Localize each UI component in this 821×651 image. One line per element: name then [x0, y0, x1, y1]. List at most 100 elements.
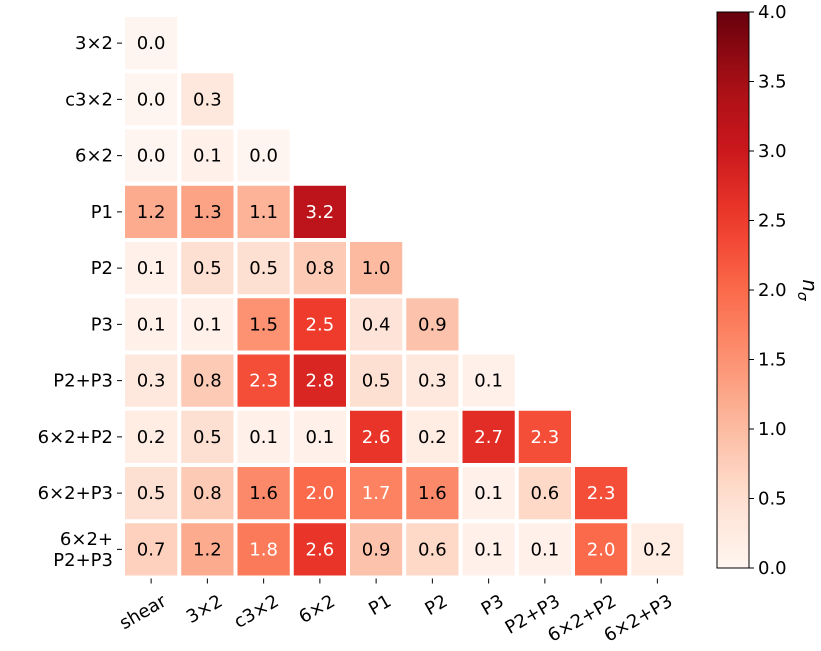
cell-value-label: 0.2 — [643, 539, 672, 560]
colorbar-gradient — [716, 11, 750, 569]
cell-value-label: 0.0 — [249, 146, 278, 167]
cell-value-label: 2.0 — [306, 483, 335, 504]
colorbar-tick-label: 0.5 — [758, 489, 787, 510]
cell-value-label: 0.2 — [418, 427, 447, 448]
row-labels: 3×2 c3×2 6×2 P1 P2 P3 P2+P3 6×2+P2 6×2+P3 6×2+ P2+… — [38, 33, 122, 571]
colorbar-tick-label: 1.0 — [758, 419, 787, 440]
heatmap-cell-3-0 — [125, 185, 178, 238]
cell-value-label: 0.1 — [249, 427, 278, 448]
col-label: c3×2 — [231, 591, 283, 633]
cell-value-label: 0.3 — [137, 371, 166, 392]
colorbar: 0.0 0.5 1.0 1.5 2.0 2.5 3.0 3.5 4.0 nσ — [716, 2, 821, 579]
heatmap-cell-6-0 — [125, 354, 178, 407]
cell-value-label: 3.2 — [306, 202, 335, 223]
colorbar-tick-label: 3.0 — [758, 141, 787, 162]
cell-value-label: 0.7 — [137, 539, 166, 560]
cell-value-label: 1.7 — [362, 483, 391, 504]
cell-value-label: 1.8 — [249, 539, 278, 560]
cell-value-label: 0.0 — [137, 89, 166, 110]
heatmap-cell-5-3 — [293, 298, 346, 351]
heatmap-cell-1-0 — [125, 73, 178, 126]
col-label: 3×2 — [183, 591, 226, 628]
colorbar-label: nσ — [794, 279, 821, 302]
heatmap-cell-5-2 — [237, 298, 290, 351]
row-label: P3 — [91, 314, 113, 335]
heatmap-cell-8-1 — [181, 467, 234, 520]
heatmap-cell-4-1 — [181, 242, 234, 295]
cell-value-label: 2.6 — [362, 427, 391, 448]
cell-value-label: 0.1 — [474, 539, 503, 560]
heatmap-cell-9-0 — [125, 523, 178, 576]
heatmap-cell-4-4 — [350, 242, 403, 295]
heatmap-cell-7-3 — [293, 410, 346, 463]
heatmap-cell-7-4 — [350, 410, 403, 463]
row-label: 6×2+ P2+P3 — [53, 529, 113, 571]
colorbar-tick-label: 4.0 — [758, 2, 787, 23]
heatmap-cell-6-3 — [293, 354, 346, 407]
cell-value-label: 0.1 — [193, 146, 222, 167]
heatmap-cell-9-1 — [181, 523, 234, 576]
heatmap-cell-2-0 — [125, 129, 178, 182]
col-label: 6×2 — [295, 591, 338, 628]
heatmap-cell-8-4 — [350, 467, 403, 520]
heatmap-cell-3-3 — [293, 185, 346, 238]
cell-value-label: 0.9 — [362, 539, 391, 560]
cell-value-label: 0.1 — [306, 427, 335, 448]
cell-value-label: 1.1 — [249, 202, 278, 223]
heatmap-cell-7-2 — [237, 410, 290, 463]
heatmap-cell-8-2 — [237, 467, 290, 520]
cell-value-label: 0.4 — [362, 314, 391, 335]
cell-value-label: 0.1 — [531, 539, 560, 560]
col-label: shear — [116, 590, 171, 634]
heatmap-cell-7-0 — [125, 410, 178, 463]
cell-value-label: 0.6 — [531, 483, 560, 504]
cell-value-label: 0.3 — [193, 89, 222, 110]
heatmap-cell-7-6 — [462, 410, 515, 463]
cell-value-label: 2.3 — [249, 371, 278, 392]
heatmap-cell-8-3 — [293, 467, 346, 520]
cell-value-label: 0.3 — [418, 371, 447, 392]
cell-value-label: 0.9 — [418, 314, 447, 335]
cell-value-label: 0.8 — [193, 483, 222, 504]
cell-value-label: 0.0 — [137, 146, 166, 167]
heatmap-cell-9-5 — [406, 523, 459, 576]
heatmap-cell-9-6 — [462, 523, 515, 576]
cell-value-label: 1.6 — [249, 483, 278, 504]
heatmap-cell-9-9 — [631, 523, 684, 576]
heatmap-cell-6-1 — [181, 354, 234, 407]
heatmap-cell-4-3 — [293, 242, 346, 295]
heatmap-cell-4-0 — [125, 242, 178, 295]
heatmap-cell-9-8 — [575, 523, 628, 576]
heatmap-cell-9-7 — [518, 523, 571, 576]
cell-value-label: 2.8 — [306, 371, 335, 392]
col-label: P1 — [365, 591, 395, 620]
cell-value-label: 0.5 — [137, 483, 166, 504]
colorbar-tick-label: 2.0 — [758, 280, 787, 301]
colorbar-tick-label: 2.5 — [758, 211, 787, 232]
row-label: 6×2 — [75, 146, 113, 167]
row-label: 6×2+P2 — [38, 427, 113, 448]
heatmap-cell-9-3 — [293, 523, 346, 576]
row-label: P2+P3 — [53, 371, 113, 392]
cell-value-label: 0.1 — [137, 314, 166, 335]
heatmap-cell-5-1 — [181, 298, 234, 351]
heatmap-cell-8-0 — [125, 467, 178, 520]
cell-value-label: 0.5 — [362, 371, 391, 392]
cell-value-label: 0.0 — [137, 33, 166, 54]
col-label: P3 — [478, 591, 508, 620]
heatmap-cell-3-2 — [237, 185, 290, 238]
cell-value-label: 0.5 — [193, 427, 222, 448]
heatmap-cell-7-7 — [518, 410, 571, 463]
cell-value-label: 2.3 — [531, 427, 560, 448]
heatmap-cell-6-2 — [237, 354, 290, 407]
cell-value-label: 0.2 — [137, 427, 166, 448]
heatmap-cell-2-2 — [237, 129, 290, 182]
heatmap-cell-3-1 — [181, 185, 234, 238]
cell-value-label: 0.1 — [193, 314, 222, 335]
heatmap-cell-2-1 — [181, 129, 234, 182]
cell-value-label: 0.1 — [474, 371, 503, 392]
cell-value-label: 1.6 — [418, 483, 447, 504]
